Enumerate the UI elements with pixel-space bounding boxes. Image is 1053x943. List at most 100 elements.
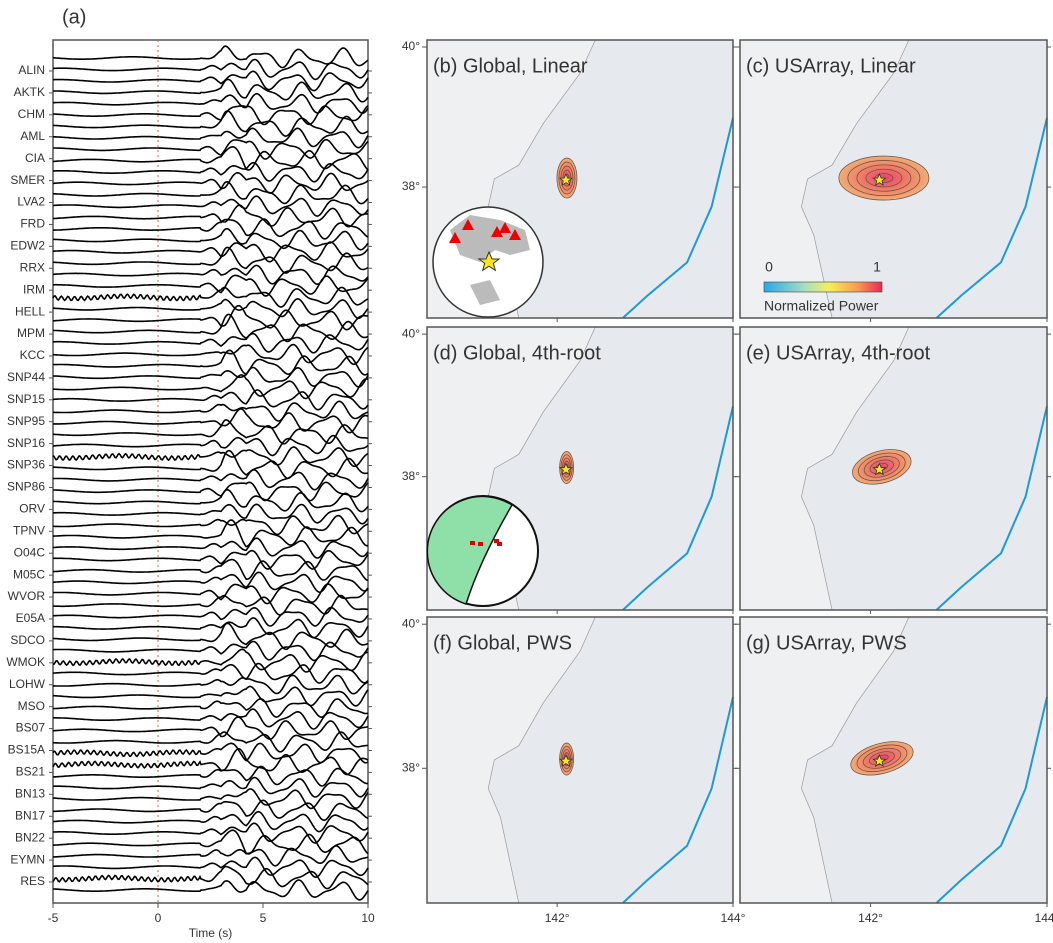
waveform <box>53 110 369 137</box>
beachball-compressional <box>426 495 514 605</box>
colorbar <box>763 281 883 293</box>
station-label: HELL <box>15 304 45 318</box>
station-marker <box>494 539 499 543</box>
waveform <box>52 742 369 764</box>
station-label: BS21 <box>16 765 46 779</box>
map-frame <box>426 616 734 904</box>
waveform <box>53 697 369 719</box>
station-label: CIA <box>25 151 45 165</box>
power-contour <box>856 744 908 773</box>
waveform <box>53 92 369 115</box>
station-label: SNP86 <box>7 480 45 494</box>
station-label: BN13 <box>15 786 45 800</box>
x-axis-label: Time (s) <box>189 926 233 940</box>
waveform <box>52 731 368 753</box>
power-contour <box>857 452 906 482</box>
trench <box>622 406 734 611</box>
station-label: SNP16 <box>7 436 45 450</box>
waveform <box>53 829 369 855</box>
globe-land <box>450 215 530 305</box>
globe-star <box>477 250 501 272</box>
map-frame <box>739 326 1048 611</box>
waveform <box>52 606 369 627</box>
waveform <box>52 747 369 776</box>
waveform <box>53 332 369 354</box>
waveform <box>53 204 368 228</box>
station-marker <box>509 229 521 240</box>
waveform <box>52 865 369 890</box>
waveform <box>53 138 369 160</box>
waveform <box>53 400 369 422</box>
colorbar-label: Normalized Power <box>764 298 879 314</box>
waveforms <box>52 45 369 901</box>
lon-tick-label: 142° <box>545 911 570 925</box>
station-label: MSO <box>18 699 45 713</box>
waveform <box>53 674 369 695</box>
waveform <box>53 78 369 103</box>
station-marker <box>449 232 461 243</box>
waveform <box>53 662 369 684</box>
map-title: (f) Global, PWS <box>433 632 572 654</box>
waveform <box>53 241 369 263</box>
station-label: SNP95 <box>7 414 45 428</box>
waveform <box>53 481 369 502</box>
waveform <box>52 622 369 651</box>
waveform <box>52 799 369 822</box>
waveform <box>53 70 369 92</box>
waveform <box>53 218 369 240</box>
waveform <box>52 349 369 376</box>
waveform <box>52 446 369 468</box>
station-label: RRX <box>20 260 45 274</box>
waveform <box>53 449 369 480</box>
epicenter <box>872 754 887 768</box>
lat-tick-label: 38° <box>402 760 420 774</box>
station-label: FRD <box>20 217 45 231</box>
station-label: WVOR <box>8 589 46 603</box>
waveform <box>53 434 369 457</box>
trench <box>622 696 734 904</box>
waveform <box>52 389 369 411</box>
station-label: M05C <box>13 567 45 581</box>
map-title: (d) Global, 4th-root <box>433 342 601 364</box>
waveform <box>52 519 369 548</box>
waveform <box>53 514 369 536</box>
station-label: WMOK <box>6 655 45 669</box>
station-label: SDCO <box>10 633 45 647</box>
map-title: (c) USArray, Linear <box>746 55 916 77</box>
x-tick-label: -5 <box>48 911 59 925</box>
map-title: (e) USArray, 4th-root <box>746 342 931 364</box>
waveform <box>52 776 369 798</box>
epicenter <box>872 462 887 476</box>
station-label: O04C <box>14 545 46 559</box>
waveform <box>53 822 369 844</box>
map-frame <box>426 326 734 611</box>
waveform <box>52 468 369 491</box>
lat-tick-label: 38° <box>402 179 420 193</box>
waveform <box>53 228 369 251</box>
panel-label: (a) <box>62 6 86 28</box>
power-contour <box>862 747 902 769</box>
waveform <box>52 286 369 308</box>
waveform <box>52 45 369 69</box>
power-contour <box>865 168 903 188</box>
map-frame <box>739 39 1048 319</box>
station-label: SNP44 <box>7 370 45 384</box>
epicenter <box>558 754 574 768</box>
station-label: RES <box>20 874 45 888</box>
station-marker <box>491 226 503 237</box>
station-label: TPNV <box>13 523 45 537</box>
waveform <box>52 810 369 833</box>
power-contour <box>869 751 895 766</box>
lat-tick-label: 40° <box>402 39 420 53</box>
trench <box>622 117 734 319</box>
station-label: BS07 <box>16 721 46 735</box>
station-marker <box>478 542 483 546</box>
waveform <box>53 845 369 867</box>
station-label: CHM <box>18 107 45 121</box>
waveform <box>53 617 369 639</box>
power-contour <box>847 160 921 197</box>
waveform <box>52 246 369 274</box>
station-label: E05A <box>16 611 45 625</box>
station-marker <box>499 222 511 233</box>
station-label: LOHW <box>9 677 46 691</box>
